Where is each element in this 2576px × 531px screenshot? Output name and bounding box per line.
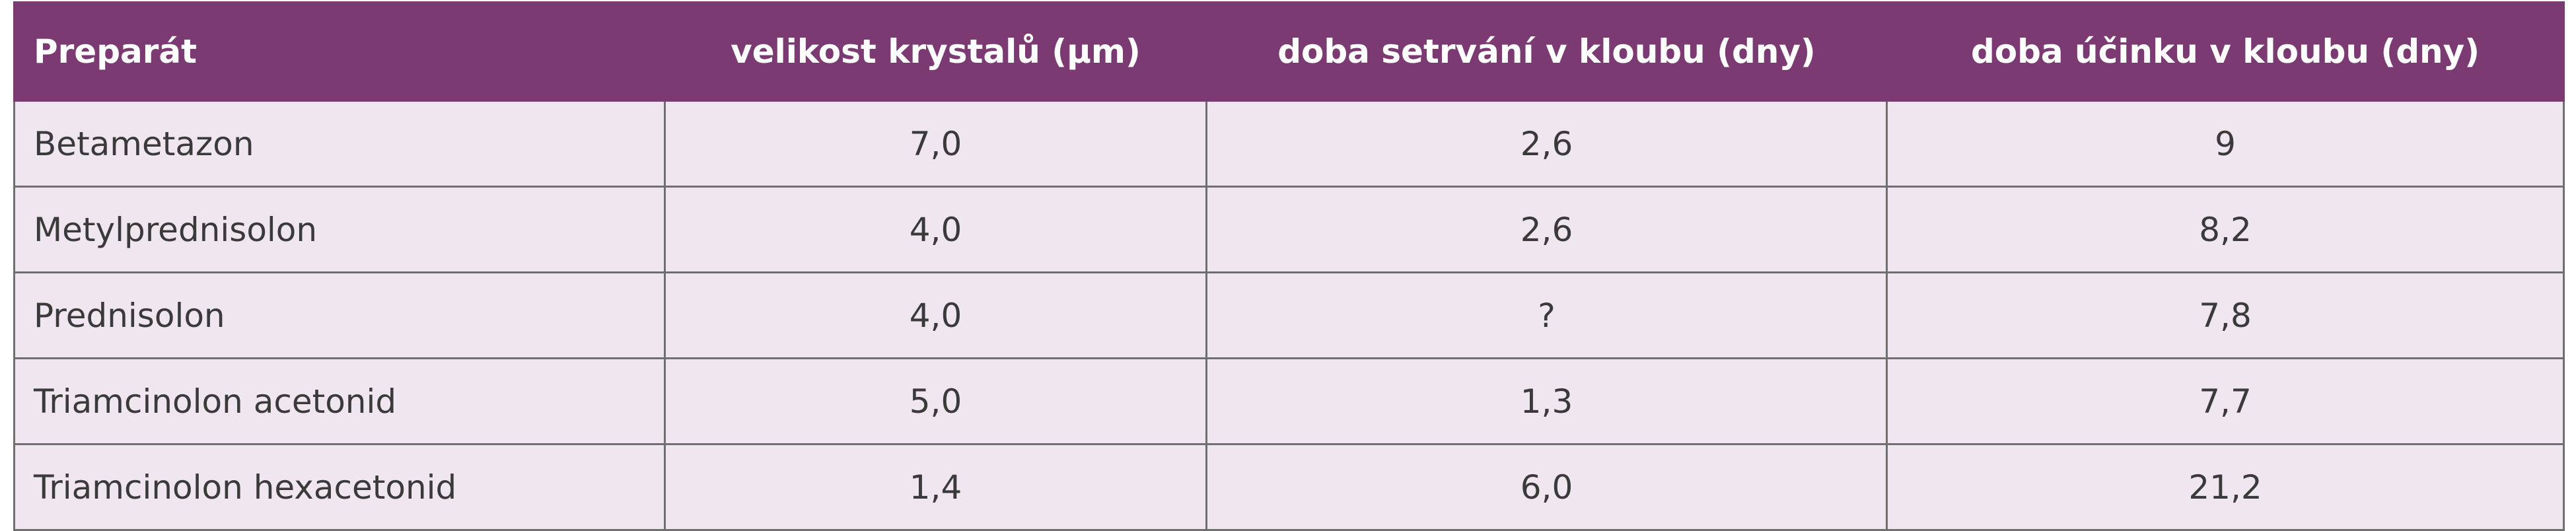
table-container: Preparát velikost krystalů (µm) doba setrv… bbox=[13, 1, 2565, 531]
table-body: Betametazon 7,0 2,6 9 Metylprednisolon 4,0 2,6… bbox=[13, 100, 2565, 531]
row-label: Prednisolon bbox=[13, 271, 666, 359]
row-label: Triamcinolon hexacetonid bbox=[13, 443, 666, 531]
cell: 4,0 bbox=[664, 186, 1207, 273]
column-header: doba účinku v kloubu (dny) bbox=[1886, 1, 2565, 102]
table-row: Betametazon 7,0 2,6 9 bbox=[13, 100, 2565, 188]
cell: 7,0 bbox=[664, 100, 1207, 188]
cell: 8,2 bbox=[1886, 186, 2565, 273]
cell: ? bbox=[1205, 271, 1888, 359]
table-row: Metylprednisolon 4,0 2,6 8,2 bbox=[13, 186, 2565, 273]
column-header: velikost krystalů (µm) bbox=[664, 1, 1207, 102]
row-label: Betametazon bbox=[13, 100, 666, 188]
cell: 21,2 bbox=[1886, 443, 2565, 531]
cell: 2,6 bbox=[1205, 186, 1888, 273]
header-row: Preparát velikost krystalů (µm) doba setrv… bbox=[13, 1, 2565, 102]
cell: 9 bbox=[1886, 100, 2565, 188]
cell: 7,7 bbox=[1886, 357, 2565, 445]
cell: 1,4 bbox=[664, 443, 1207, 531]
cell: 6,0 bbox=[1205, 443, 1888, 531]
row-label: Metylprednisolon bbox=[13, 186, 666, 273]
cell: 5,0 bbox=[664, 357, 1207, 445]
column-header: doba setrvání v kloubu (dny) bbox=[1205, 1, 1888, 102]
cell: 2,6 bbox=[1205, 100, 1888, 188]
cell: 4,0 bbox=[664, 271, 1207, 359]
row-label: Triamcinolon acetonid bbox=[13, 357, 666, 445]
table-row: Prednisolon 4,0? 7,8 bbox=[13, 271, 2565, 359]
cell: 1,3 bbox=[1205, 357, 1888, 445]
table-row: Triamcinolon acetonid 5,0 1,3 7,7 bbox=[13, 357, 2565, 445]
cell: 7,8 bbox=[1886, 271, 2565, 359]
table-row: Triamcinolon hexacetonid 1,4 6,0 21,2 bbox=[13, 443, 2565, 531]
table: Preparát velikost krystalů (µm) doba setrv… bbox=[13, 1, 2565, 531]
column-header: Preparát bbox=[13, 1, 666, 102]
